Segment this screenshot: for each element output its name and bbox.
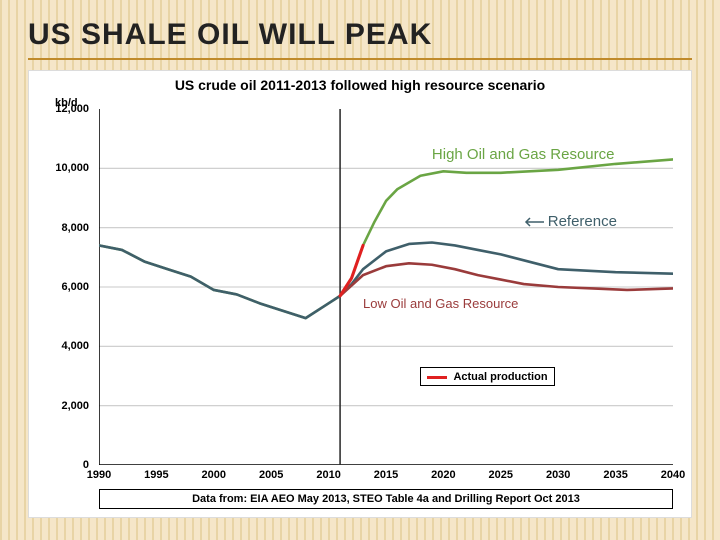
- x-tick-label: 1990: [87, 469, 111, 481]
- source-citation: Data from: EIA AEO May 2013, STEO Table …: [99, 489, 673, 509]
- x-tick-label: 2035: [603, 469, 627, 481]
- x-tick-label: 2005: [259, 469, 283, 481]
- chart-card: US crude oil 2011-2013 followed high res…: [28, 70, 692, 518]
- plot-area: High Oil and Gas Resource Reference Low …: [99, 109, 673, 465]
- legend-actual: Actual production: [420, 367, 554, 386]
- x-tick-label: 1995: [144, 469, 168, 481]
- x-tick-label: 2010: [316, 469, 340, 481]
- y-tick-label: 12,000: [29, 103, 89, 115]
- y-tick-label: 4,000: [29, 340, 89, 352]
- slide-title: US SHALE OIL WILL PEAK: [28, 18, 692, 60]
- chart-title: US crude oil 2011-2013 followed high res…: [29, 77, 691, 93]
- legend-text: Actual production: [453, 371, 547, 383]
- series-label-reference: Reference: [548, 213, 617, 230]
- x-tick-label: 2025: [489, 469, 513, 481]
- y-tick-label: 2,000: [29, 400, 89, 412]
- slide: US SHALE OIL WILL PEAK US crude oil 2011…: [0, 0, 720, 540]
- x-tick-label: 2000: [202, 469, 226, 481]
- series-label-low: Low Oil and Gas Resource: [363, 296, 518, 311]
- y-axis-ticks: 02,0004,0006,0008,00010,00012,000: [29, 109, 95, 465]
- y-tick-label: 0: [29, 459, 89, 471]
- y-tick-label: 8,000: [29, 222, 89, 234]
- x-tick-label: 2040: [661, 469, 685, 481]
- x-tick-label: 2015: [374, 469, 398, 481]
- x-axis-ticks: 1990199520002005201020152020202520302035…: [99, 469, 673, 483]
- x-tick-label: 2030: [546, 469, 570, 481]
- x-tick-label: 2020: [431, 469, 455, 481]
- arrow-icon: [524, 217, 544, 227]
- series-label-high: High Oil and Gas Resource: [432, 146, 615, 163]
- series-label-reference-wrap: Reference: [524, 213, 617, 230]
- legend-swatch: [427, 376, 447, 379]
- y-tick-label: 10,000: [29, 162, 89, 174]
- y-tick-label: 6,000: [29, 281, 89, 293]
